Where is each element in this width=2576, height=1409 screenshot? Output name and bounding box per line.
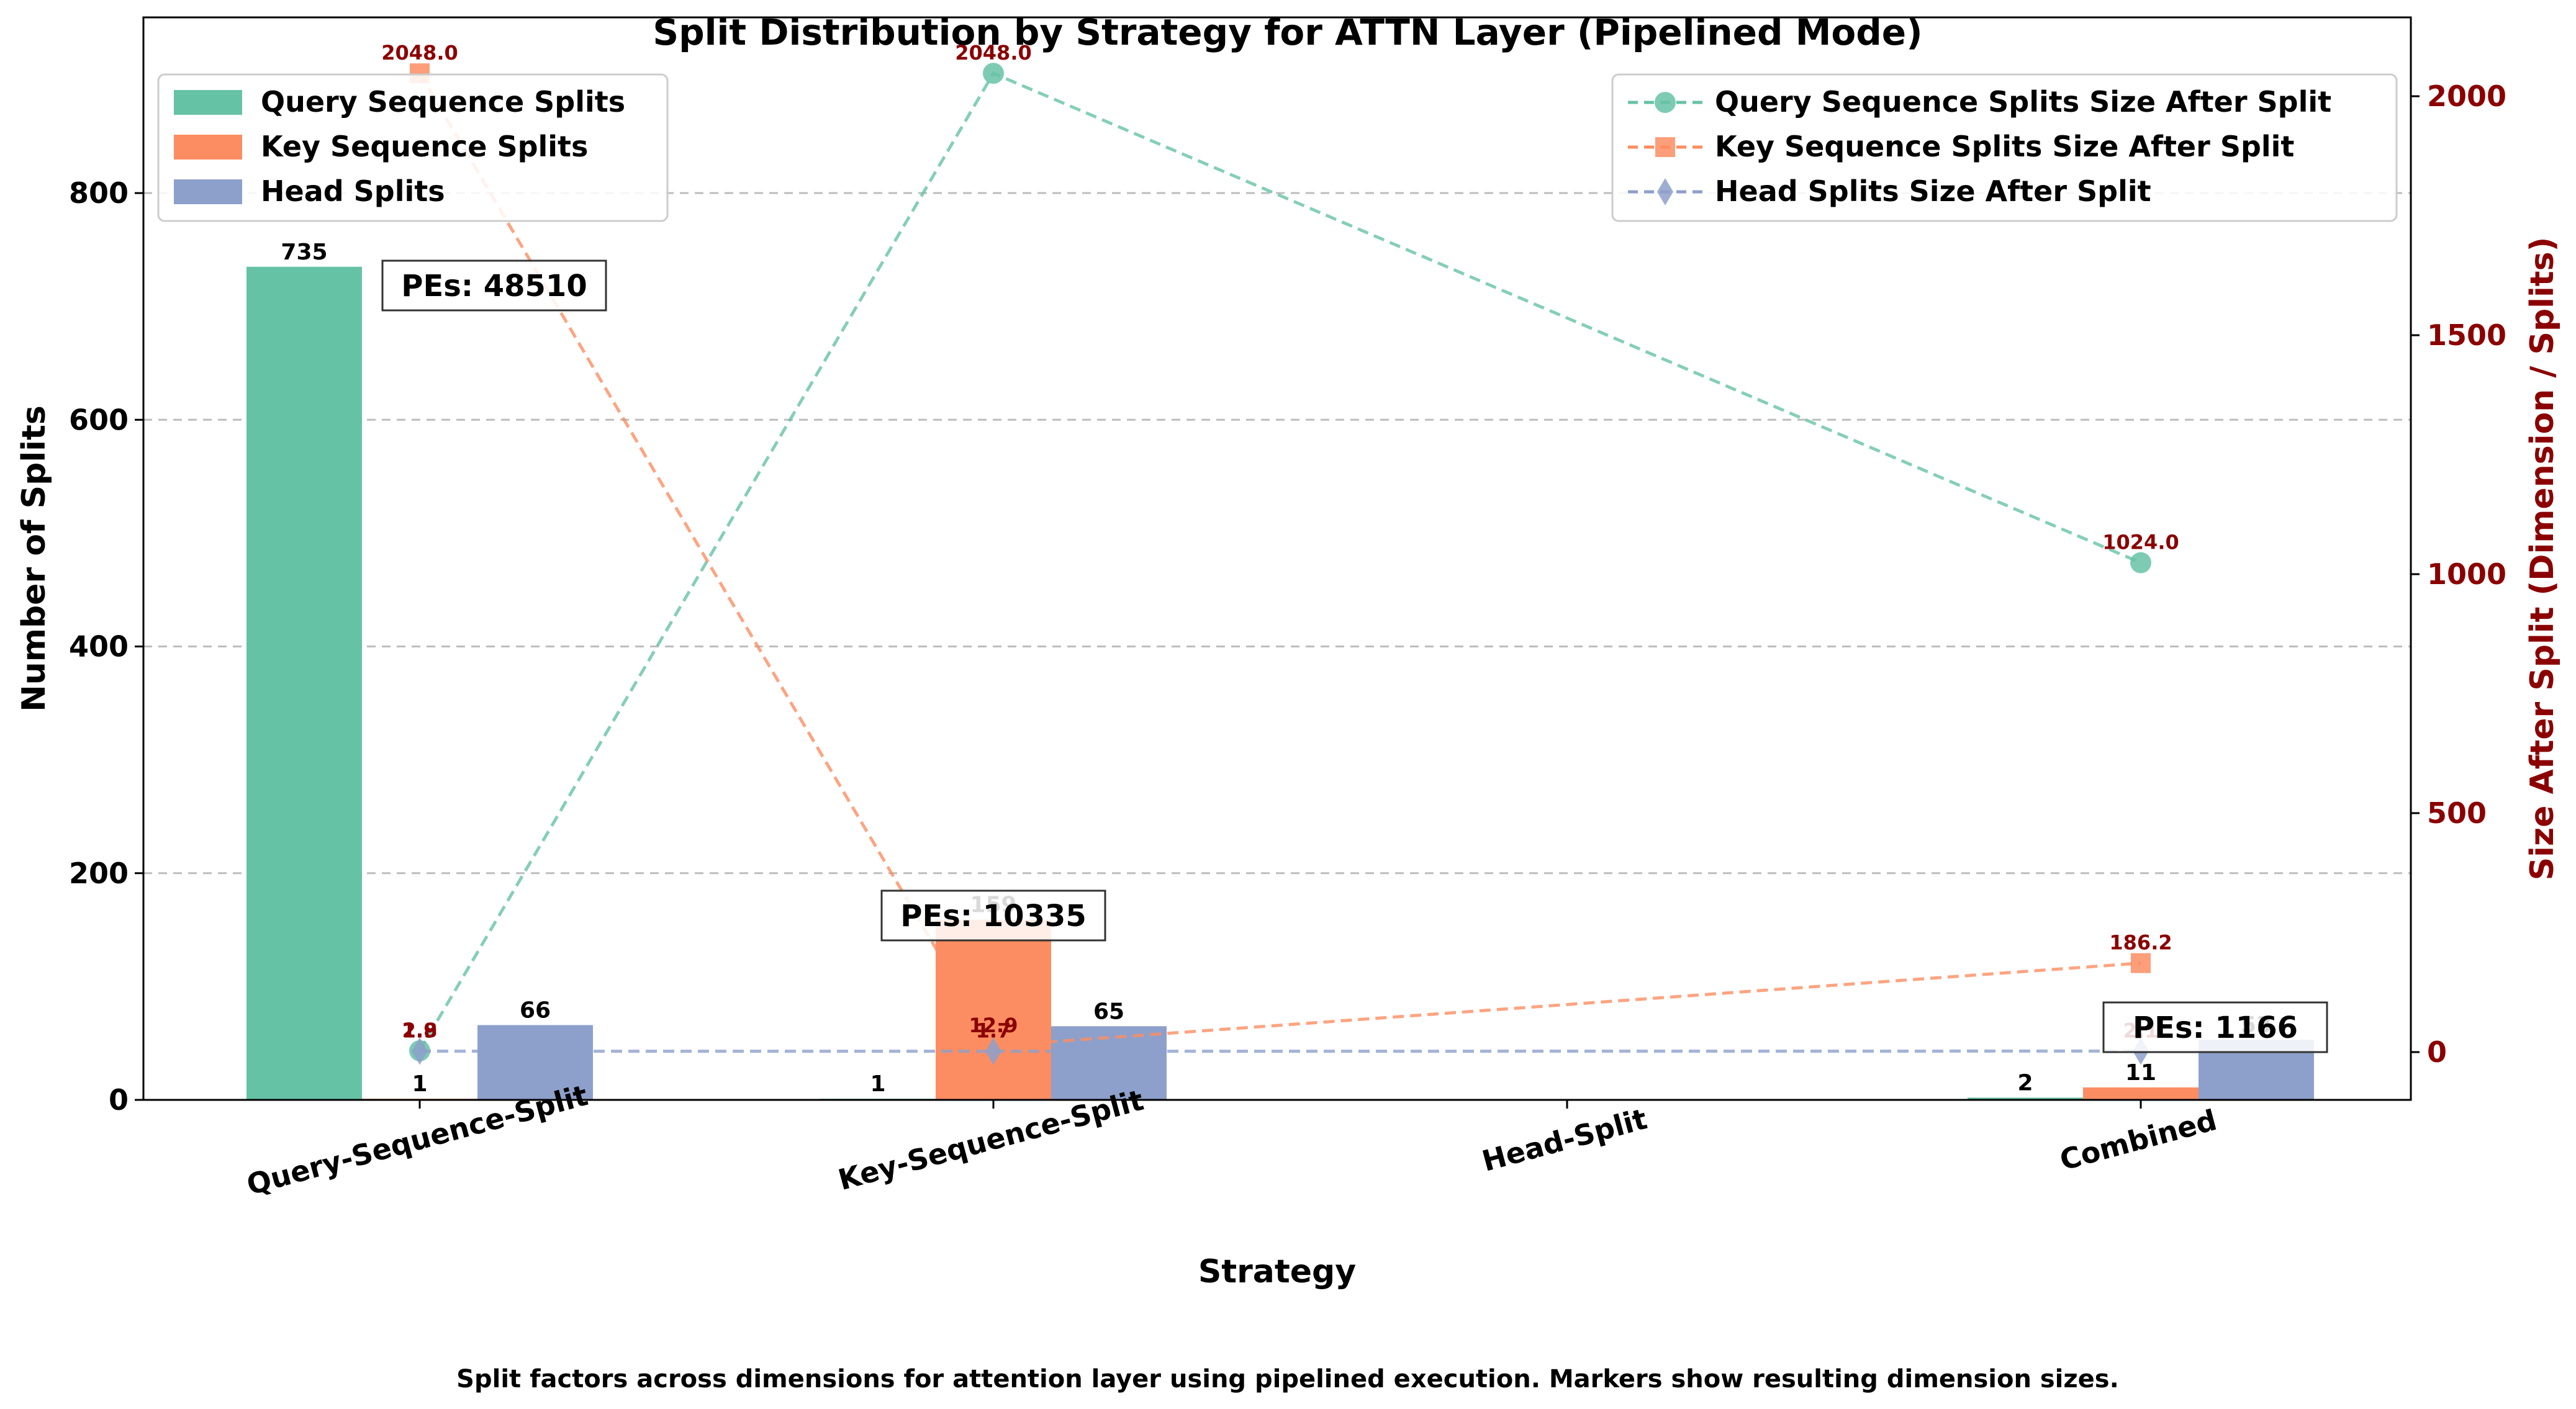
size-value-label: 2.8 xyxy=(402,1019,438,1042)
y2-tick-label: 500 xyxy=(2427,796,2487,830)
y-axis-left: 0 200 400 600 800 xyxy=(69,176,143,1117)
circle-marker xyxy=(2130,552,2151,574)
plot-frame xyxy=(142,16,2412,1101)
legend-circle-marker xyxy=(1655,92,1676,113)
legend-label: Key Sequence Splits Size After Split xyxy=(1715,130,2294,163)
y2-tick-label: 1000 xyxy=(2427,557,2506,591)
pe-annotations: PEs: 48510 PEs: 10335 PEs: 1166 xyxy=(381,259,2328,1053)
diamond-marker xyxy=(985,1037,1001,1065)
pe-annotation-text: PEs: 1166 xyxy=(2133,1011,2298,1045)
bar-value-label: 66 xyxy=(520,997,551,1023)
legend-swatch xyxy=(174,179,242,204)
y-axis-title: Number of Splits xyxy=(16,405,53,712)
circle-marker xyxy=(983,63,1004,84)
bar xyxy=(936,919,1051,1100)
y-tick-label: 0 xyxy=(109,1083,129,1117)
y-tick-label: 600 xyxy=(69,403,129,436)
bar xyxy=(1968,1097,2083,1100)
x-axis: Query-Sequence-Split Key-Sequence-Split He… xyxy=(243,1078,2220,1202)
y-tick-label: 800 xyxy=(69,176,129,210)
y2-axis-title: Size After Split (Dimension / Splits) xyxy=(2524,237,2561,881)
bar-labels: 73512115911666553 xyxy=(281,240,2272,1097)
legend-label: Head Splits Size After Split xyxy=(1715,174,2151,208)
bar-value-label: 1 xyxy=(412,1071,427,1097)
diamond-marker xyxy=(412,1037,428,1065)
y-tick-label: 400 xyxy=(69,630,129,664)
chart-caption: Split factors across dimensions for atte… xyxy=(456,1365,2119,1393)
x-tick-label: Combined xyxy=(2056,1103,2220,1177)
pe-annotation-text: PEs: 10335 xyxy=(900,899,1086,934)
bars xyxy=(246,266,2314,1100)
legend-box xyxy=(1611,73,2398,222)
size-value-label: 2048.0 xyxy=(955,41,1031,65)
y2-tick-label: 0 xyxy=(2427,1035,2447,1069)
y-axis-right: 0 500 1000 1500 2000 xyxy=(2411,79,2506,1069)
legend-lines: Query Sequence Splits Size After Split Ke… xyxy=(1611,73,2398,222)
legend-label: Key Sequence Splits xyxy=(261,130,588,163)
bar-value-label: 735 xyxy=(281,240,327,265)
x-axis-title: Strategy xyxy=(1198,1253,1356,1290)
legend-label: Query Sequence Splits xyxy=(261,85,625,119)
y2-tick-label: 2000 xyxy=(2427,79,2506,113)
size-value-label: 1.7 xyxy=(976,1019,1011,1043)
bar-value-label: 1 xyxy=(870,1071,885,1097)
legend-swatch xyxy=(174,135,242,160)
square-marker xyxy=(2131,953,2151,973)
size-value-label: 2048.0 xyxy=(381,41,458,65)
y2-tick-label: 1500 xyxy=(2427,318,2506,352)
size-value-label: 1024.0 xyxy=(2102,531,2179,554)
size-value-label: 186.2 xyxy=(2109,931,2172,955)
legend-bars: Query Sequence Splits Key Sequence Splits… xyxy=(157,73,669,222)
legend-label: Query Sequence Splits Size After Split xyxy=(1715,85,2331,119)
bar xyxy=(2083,1087,2199,1100)
legend-box xyxy=(157,73,669,222)
legend-square-marker xyxy=(1655,137,1675,157)
bar xyxy=(246,266,362,1100)
size-value-label: 1.9 xyxy=(402,1019,438,1043)
size-line xyxy=(418,72,2141,1048)
pe-annotation-text: PEs: 48510 xyxy=(401,269,587,304)
size-value-label: 12.9 xyxy=(969,1014,1018,1037)
legend-label: Head Splits xyxy=(261,174,445,208)
pe-annotation-box xyxy=(880,889,1106,942)
pe-annotation-box xyxy=(2102,1001,2328,1053)
y-tick-label: 200 xyxy=(69,857,129,890)
x-tick-label: Head-Split xyxy=(1478,1102,1650,1178)
legend-diamond-marker xyxy=(1657,178,1673,205)
pe-annotation-box xyxy=(381,259,607,312)
bar-value-label: 2 xyxy=(2017,1070,2033,1096)
legend-swatch xyxy=(174,90,242,115)
bar-value-label: 65 xyxy=(1093,999,1124,1024)
bar xyxy=(477,1025,593,1100)
